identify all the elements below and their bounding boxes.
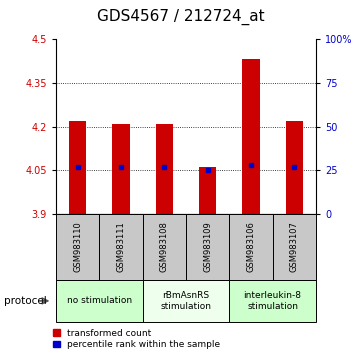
Bar [69,121,86,214]
Bar [229,280,316,322]
Bar [199,167,216,214]
Text: GSM983108: GSM983108 [160,222,169,272]
Text: GSM983110: GSM983110 [73,222,82,272]
Bar [286,121,303,214]
Bar [242,59,260,214]
Text: GSM983109: GSM983109 [203,222,212,272]
Text: interleukin-8
stimulation: interleukin-8 stimulation [244,291,301,310]
Text: GSM983106: GSM983106 [247,222,255,272]
Text: GDS4567 / 212724_at: GDS4567 / 212724_at [97,9,264,25]
Bar [99,214,143,280]
Bar [186,214,229,280]
Text: GSM983111: GSM983111 [117,222,125,272]
Bar [56,280,143,322]
Bar [112,124,130,214]
Bar [143,280,229,322]
Text: no stimulation: no stimulation [67,296,132,306]
Legend: transformed count, percentile rank within the sample: transformed count, percentile rank withi… [53,329,220,349]
Text: GSM983107: GSM983107 [290,222,299,272]
Bar [229,214,273,280]
Text: rBmAsnRS
stimulation: rBmAsnRS stimulation [160,291,212,310]
Bar [273,214,316,280]
Bar [156,124,173,214]
Bar [143,214,186,280]
Bar [56,214,99,280]
Text: protocol: protocol [4,296,46,306]
